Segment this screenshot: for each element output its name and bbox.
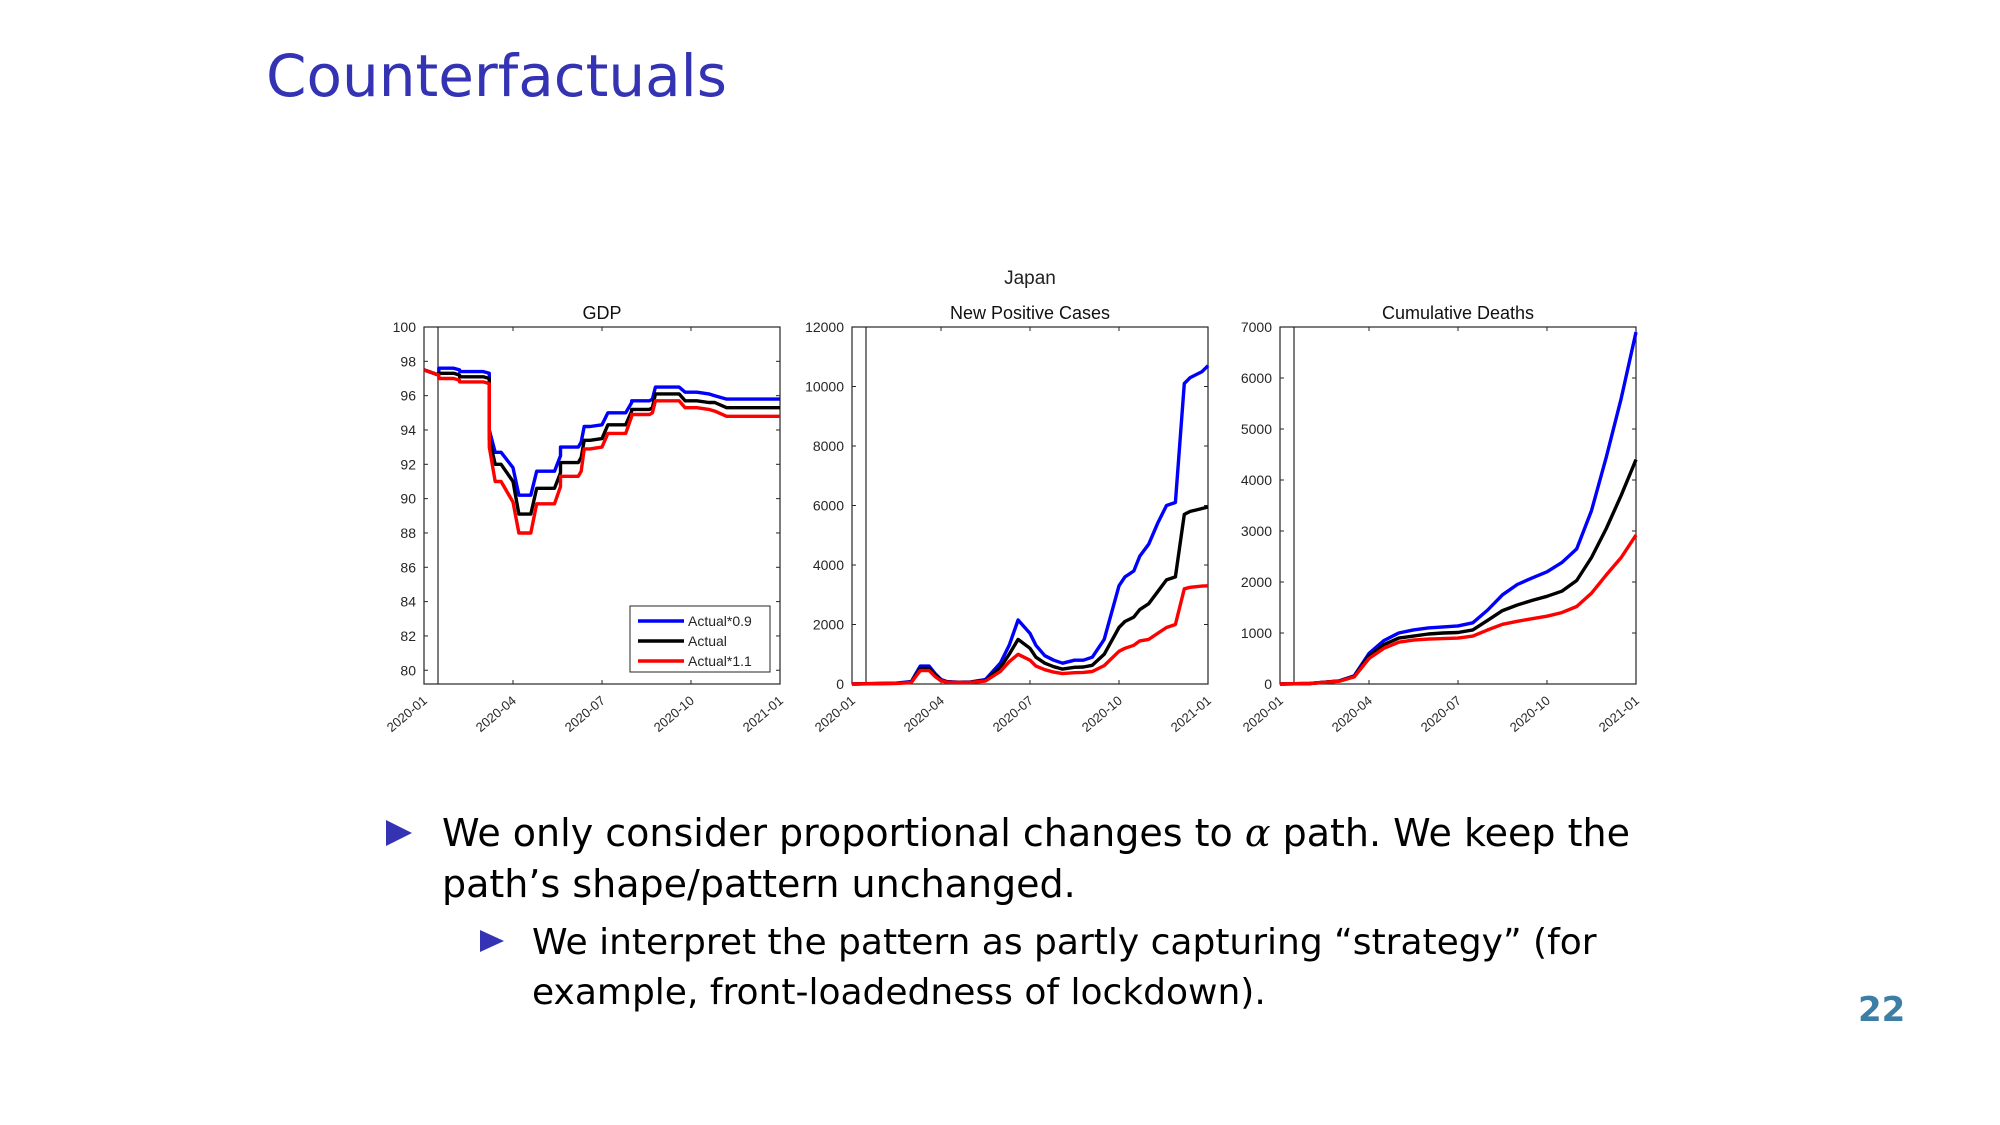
bullet-1-text-a: We only consider proportional changes to	[442, 811, 1245, 855]
y-tick-label: 2000	[813, 617, 844, 633]
bullet-item-2: We interpret the pattern as partly captu…	[380, 918, 1630, 1018]
x-tick-label: 2021-01	[1596, 693, 1642, 735]
x-tick-label: 2020-04	[901, 693, 947, 735]
y-tick-label: 6000	[1241, 370, 1272, 386]
x-tick-label: 2020-01	[384, 693, 430, 735]
chart-title: New Positive Cases	[950, 303, 1110, 323]
x-tick-label: 2020-01	[812, 693, 858, 735]
chart-title: Cumulative Deaths	[1382, 303, 1534, 323]
x-tick-label: 2020-07	[562, 693, 608, 735]
y-tick-label: 8000	[813, 438, 844, 454]
x-tick-label: 2020-07	[1418, 693, 1464, 735]
legend-label: Actual*0.9	[688, 613, 752, 629]
charts-container: GDP 80 82 84 86 88 90 92 94 96 98 100 2020-01 2020-04…	[384, 303, 1642, 735]
slide-title: Counterfactuals	[266, 42, 727, 110]
x-tick-label: 2020-10	[1507, 693, 1553, 735]
y-tick-label: 2000	[1241, 574, 1272, 590]
y-tick-label: 94	[400, 422, 416, 438]
chart-title: GDP	[582, 303, 621, 323]
y-tick-label: 88	[400, 525, 416, 541]
chart-panel-3: Cumulative Deaths 0 1000 2000 3000 4000 5000 60…	[1240, 303, 1642, 735]
y-tick-label: 100	[393, 319, 417, 335]
y-tick-label: 1000	[1241, 625, 1272, 641]
series-line-3	[851, 584, 1209, 686]
sub-bullet-triangle-icon	[480, 930, 504, 952]
chart-panel-2: New Positive Cases 0 2000 4000 6000 8000 10000…	[805, 303, 1214, 735]
page-number: 22	[1858, 990, 1906, 1030]
y-tick-label: 4000	[813, 557, 844, 573]
chart-legend: Actual*0.9 Actual Actual*1.1	[629, 605, 771, 673]
y-tick-label: 86	[400, 559, 416, 575]
bullet-item-1: We only consider proportional changes to…	[380, 808, 1630, 910]
plot-frame	[851, 326, 1209, 685]
x-tick-label: 2020-01	[1240, 693, 1286, 735]
y-tick-label: 96	[400, 388, 416, 404]
x-tick-label: 2020-10	[651, 693, 697, 735]
y-tick-label: 5000	[1241, 421, 1272, 437]
alpha-symbol: α	[1244, 811, 1271, 855]
y-tick-label: 80	[400, 662, 416, 678]
x-tick-label: 2021-01	[740, 693, 786, 735]
x-tick-label: 2020-07	[990, 693, 1036, 735]
x-tick-label: 2020-04	[1329, 693, 1375, 735]
bullet-2-text: We interpret the pattern as partly captu…	[532, 922, 1597, 1013]
y-tick-label: 90	[400, 491, 416, 507]
bullet-triangle-icon	[386, 820, 412, 846]
series-line-3	[423, 368, 780, 535]
y-tick-label: 7000	[1241, 319, 1272, 335]
chart-panel-1: GDP 80 82 84 86 88 90 92 94 96 98 100 2020-01 2020-04…	[384, 303, 786, 735]
y-tick-label: 84	[400, 594, 416, 610]
x-tick-label: 2020-10	[1079, 693, 1125, 735]
plot-frame	[1279, 326, 1637, 685]
x-tick-label: 2020-04	[473, 693, 519, 735]
y-tick-label: 6000	[813, 498, 844, 514]
y-tick-label: 12000	[805, 319, 844, 335]
y-tick-label: 92	[400, 456, 416, 472]
bullet-list: We only consider proportional changes to…	[380, 808, 1630, 1018]
y-tick-label: 10000	[805, 379, 844, 395]
y-tick-label: 0	[1264, 676, 1272, 692]
series-line-3	[1279, 534, 1638, 686]
y-tick-label: 3000	[1241, 523, 1272, 539]
y-tick-label: 98	[400, 353, 416, 369]
y-tick-label: 0	[836, 676, 844, 692]
figure-title: Japan	[1004, 268, 1056, 289]
legend-label: Actual*1.1	[688, 653, 752, 669]
bullet-1-text-b: path. We keep the path’s shape/pattern u…	[442, 811, 1630, 906]
y-tick-label: 82	[400, 628, 416, 644]
x-tick-label: 2021-01	[1168, 693, 1214, 735]
y-tick-label: 4000	[1241, 472, 1272, 488]
legend-label: Actual	[688, 633, 727, 649]
